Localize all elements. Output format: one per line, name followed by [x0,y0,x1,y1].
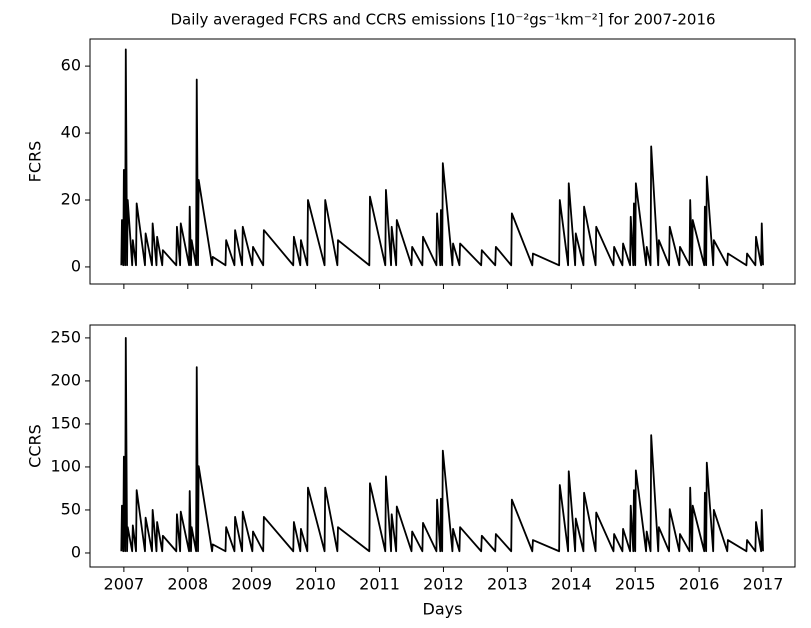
y-tick-label: 40 [61,123,81,142]
x-tick-label: 2015 [615,575,656,594]
data-line [120,337,764,553]
y-tick-label: 60 [61,56,81,75]
y-tick-label: 100 [50,456,81,475]
y-tick-label: 0 [71,542,81,561]
y-axis-label: CCRS [26,424,45,468]
x-tick-label: 2011 [359,575,400,594]
x-axis-label: Days [423,600,463,619]
data-line [120,48,764,267]
x-tick-label: 2012 [423,575,464,594]
y-axis-label: FCRS [26,141,45,183]
y-tick-label: 250 [50,327,81,346]
y-tick-label: 50 [61,499,81,518]
x-tick-label: 2013 [487,575,528,594]
axes-frame [89,324,796,568]
y-tick-label: 20 [61,189,81,208]
y-tick-label: 150 [50,413,81,432]
x-tick-label: 2014 [551,575,592,594]
y-tick-label: 200 [50,370,81,389]
x-tick-label: 2016 [679,575,720,594]
x-tick-label: 2007 [104,575,145,594]
x-tick-label: 2010 [295,575,336,594]
x-tick-label: 2009 [231,575,272,594]
x-tick-label: 2008 [167,575,208,594]
x-tick-label: 2017 [743,575,784,594]
axes-frame [89,38,796,285]
figure-title: Daily averaged FCRS and CCRS emissions [… [170,11,715,29]
y-tick-label: 0 [71,256,81,275]
